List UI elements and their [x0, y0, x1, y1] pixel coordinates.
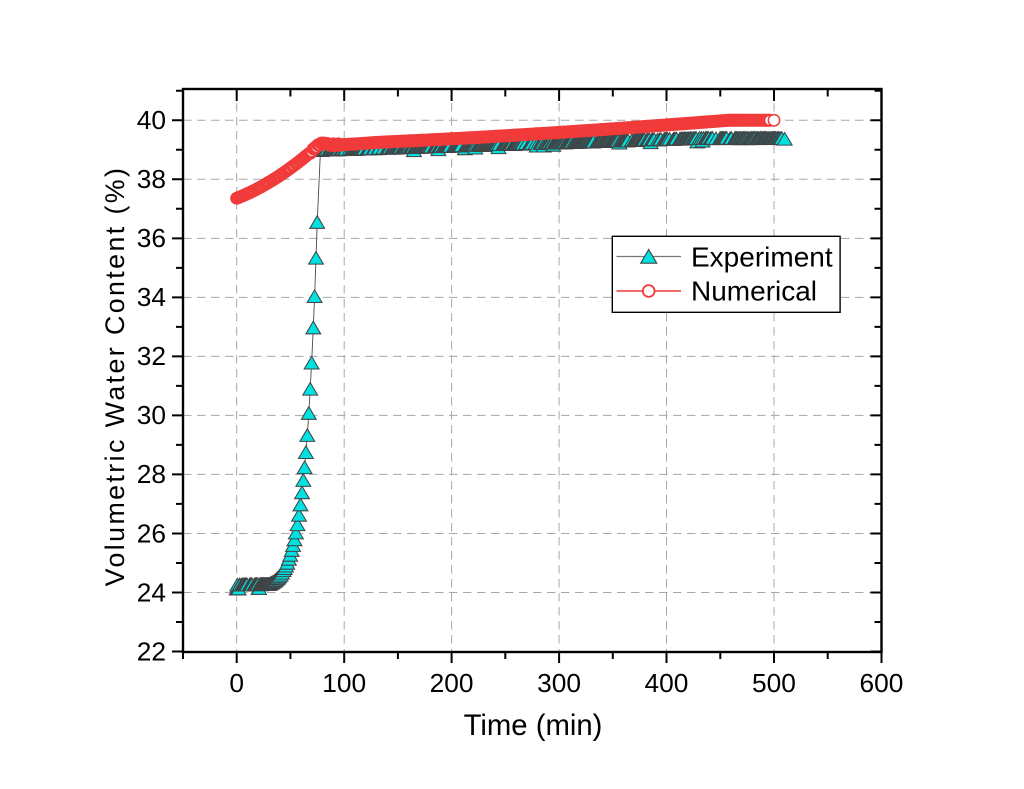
- svg-text:Volumetric Water Content (%): Volumetric Water Content (%): [100, 166, 130, 587]
- svg-text:30: 30: [137, 400, 166, 430]
- svg-text:26: 26: [137, 518, 166, 548]
- svg-text:Experiment: Experiment: [691, 242, 833, 273]
- svg-text:Numerical: Numerical: [691, 276, 817, 307]
- svg-text:400: 400: [645, 668, 689, 698]
- svg-text:38: 38: [137, 164, 166, 194]
- svg-text:34: 34: [137, 282, 166, 312]
- svg-text:40: 40: [137, 105, 166, 135]
- svg-text:0: 0: [229, 668, 244, 698]
- svg-text:600: 600: [860, 668, 904, 698]
- svg-text:500: 500: [752, 668, 796, 698]
- svg-text:300: 300: [537, 668, 581, 698]
- svg-text:24: 24: [137, 577, 166, 607]
- svg-text:100: 100: [322, 668, 366, 698]
- svg-text:22: 22: [137, 636, 166, 666]
- svg-text:32: 32: [137, 341, 166, 371]
- svg-text:28: 28: [137, 459, 166, 489]
- svg-text:Time (min): Time (min): [464, 709, 603, 742]
- svg-text:200: 200: [430, 668, 474, 698]
- svg-text:36: 36: [137, 223, 166, 253]
